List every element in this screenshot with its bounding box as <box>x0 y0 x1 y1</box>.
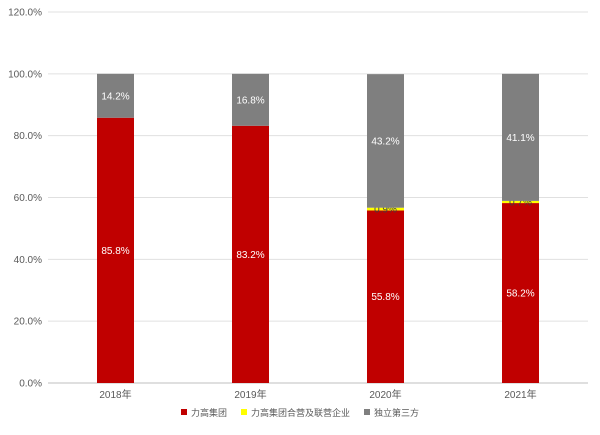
bar-segment-series-2 <box>502 200 539 204</box>
x-tick-label: 2021年 <box>504 388 536 400</box>
y-tick-label: 0.0% <box>19 379 42 390</box>
x-tick-label: 2020年 <box>369 388 401 400</box>
bar-segment-series-2 <box>367 207 404 211</box>
bar-segment-series-3 <box>502 73 539 201</box>
bar-segment-series-3 <box>367 74 404 208</box>
y-tick-label: 20.0% <box>14 317 42 328</box>
y-tick-label: 40.0% <box>14 255 42 266</box>
data-label: 41.1% <box>506 133 534 144</box>
legend-item-series-3: 独立第三方 <box>364 406 419 419</box>
data-label: 0.9% <box>374 205 397 216</box>
x-tick-label: 2018年 <box>99 388 131 400</box>
y-tick-label: 120.0% <box>8 8 42 19</box>
y-tick-label: 100.0% <box>8 69 42 80</box>
legend-label-series-3: 独立第三方 <box>374 407 420 418</box>
data-label: 14.2% <box>101 91 129 102</box>
bar-segment-series-3 <box>97 73 134 118</box>
legend-item-series-1: 力高集团 <box>180 406 227 419</box>
x-tick-label: 2019年 <box>234 388 266 400</box>
y-tick-label: 80.0% <box>14 131 42 142</box>
data-label: 83.2% <box>236 250 264 261</box>
legend-swatch-series-1 <box>180 409 187 415</box>
legend: 力高集团 力高集团合营及联营企业 独立第三方 <box>0 402 600 422</box>
data-label: 43.2% <box>371 136 399 147</box>
data-label: 58.2% <box>506 289 534 300</box>
legend-swatch-series-3 <box>364 409 370 415</box>
bar-segment-series-1 <box>367 210 404 383</box>
data-label: 85.8% <box>101 246 129 257</box>
bar-segment-series-1 <box>502 203 539 383</box>
y-tick-label: 60.0% <box>14 193 42 204</box>
bar-segment-series-1 <box>232 125 269 384</box>
legend-label-series-2: 力高集团合营及联营企业 <box>250 407 350 418</box>
legend-item-series-2: 力高集团合营及联营企业 <box>240 406 350 419</box>
legend-label-series-1: 力高集团 <box>190 407 227 418</box>
stacked-bar-chart: 0.0% 20.0% 40.0% 60.0% 80.0% 100.0% 120.0% 85.8… <box>8 8 588 400</box>
bar-segment-series-1 <box>97 117 134 384</box>
data-label: 55.8% <box>371 292 399 303</box>
legend-swatch-series-2 <box>240 409 247 415</box>
data-label: 16.8% <box>236 95 264 106</box>
bar-segment-series-3 <box>232 73 269 126</box>
data-label: 0.7% <box>509 197 532 208</box>
